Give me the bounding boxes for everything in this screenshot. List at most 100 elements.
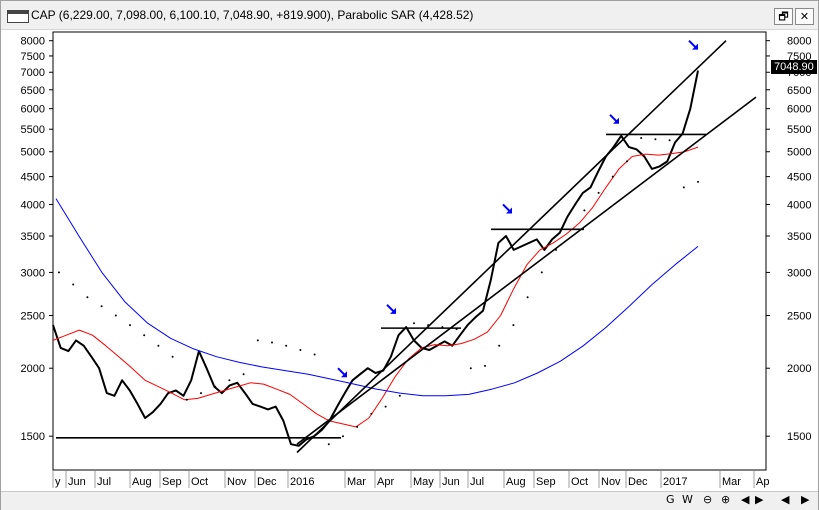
y-tick-label-left: 5500 (21, 124, 45, 136)
zoom-out-button[interactable]: ⊖ (703, 493, 713, 506)
x-tick-label: Dec (257, 476, 277, 488)
x-tick-label: Jul (470, 476, 484, 488)
x-tick-label: Nov (227, 476, 247, 488)
signal-arrow-icon (688, 39, 697, 49)
restore-button[interactable]: 🗗 (774, 8, 793, 25)
sar-point (299, 349, 302, 351)
sar-point (58, 271, 60, 274)
sar-point (214, 385, 217, 388)
sar-point (697, 180, 699, 183)
y-tick-label-left: 3000 (21, 267, 45, 279)
title-bar[interactable]: CAP (6,229.00, 7,098.00, 6,100.10, 7,048… (1, 1, 818, 30)
x-tick-label: Mar (347, 476, 366, 488)
sar-point (100, 305, 103, 308)
sar-point (484, 364, 486, 367)
current-price-label: 7048.90 (771, 60, 817, 74)
y-tick-label-right: 2500 (787, 311, 811, 323)
y-tick-label-left: 2000 (21, 363, 45, 375)
y-tick-label-right: 3000 (787, 267, 811, 279)
x-tick-label: Mar (722, 476, 741, 488)
signal-arrow-icon (502, 203, 511, 213)
signal-arrow-head-icon (341, 371, 347, 378)
sar-point (143, 334, 146, 337)
sar-point (356, 425, 359, 428)
x-tick-label: Sep (536, 476, 556, 488)
y-tick-label-left: 3500 (21, 231, 45, 243)
y-tick-label-right: 7500 (787, 51, 811, 63)
y-tick-label-left: 7000 (21, 67, 45, 79)
sar-point (271, 341, 273, 344)
x-tick-label: Ap (756, 476, 769, 488)
x-tick-label: Dec (628, 476, 648, 488)
x-tick-label: Aug (132, 476, 152, 488)
y-tick-label-right: 5000 (787, 147, 811, 159)
sar-point (185, 398, 188, 401)
sar-point (654, 138, 657, 141)
sar-point (228, 379, 231, 382)
signal-arrow-head-icon (390, 307, 396, 314)
sar-point (384, 405, 387, 408)
sar-point (526, 296, 529, 299)
signal-arrow-icon (609, 114, 618, 123)
scroll-right-button[interactable]: ▶ (755, 493, 764, 506)
x-tick-label: Oct (191, 476, 208, 488)
y-tick-label-left: 8000 (21, 36, 45, 48)
x-tick-label: Nov (601, 476, 621, 488)
y-tick-label-left: 4500 (21, 172, 45, 184)
sar-point (682, 186, 685, 189)
signal-arrow-head-icon (692, 43, 698, 50)
page-right-button[interactable]: ▶ (801, 493, 810, 506)
price-chart[interactable]: 1500 1500 2000 2000 2500 2500 3000 3000 3500 3500… (1, 30, 818, 491)
sar-point (171, 355, 174, 358)
signal-arrow-icon (337, 367, 346, 376)
sar-point (370, 412, 373, 415)
sar-point (583, 209, 586, 212)
x-tick-label: Sep (162, 476, 182, 488)
sar-point (72, 283, 75, 286)
page-left-button[interactable]: ◀ (781, 493, 790, 506)
y-tick-label-right: 4500 (787, 172, 811, 184)
y-tick-label-right: 4000 (787, 199, 811, 211)
x-tick-label: Apr (377, 476, 394, 488)
x-tick-label: Jun (442, 476, 460, 488)
sar-point (129, 324, 131, 327)
blue_ma-line (55, 198, 699, 397)
sar-point (242, 373, 245, 376)
signal-arrow-head-icon (613, 117, 619, 124)
sar-point (313, 353, 316, 356)
x-tick-label: Jul (97, 476, 111, 488)
sar-point (256, 339, 259, 342)
y-tick-label-left: 4000 (21, 199, 45, 211)
sar-point (668, 139, 671, 142)
price-line (52, 70, 699, 447)
zoom-in-button[interactable]: ⊕ (721, 493, 731, 506)
y-tick-label-right: 5500 (787, 124, 811, 136)
zoom-g-button[interactable]: G (666, 493, 675, 506)
close-button[interactable]: ✕ (795, 8, 814, 25)
sar-point (398, 394, 401, 397)
scroll-left-button[interactable]: ◀ (741, 493, 750, 506)
y-tick-label-left: 5000 (21, 147, 45, 159)
x-tick-label: 2017 (663, 476, 687, 488)
channel-line-2 (296, 96, 757, 445)
sar-point (157, 344, 160, 347)
sar-point (626, 160, 628, 163)
sar-point (469, 367, 472, 370)
x-tick-label: Jun (68, 476, 86, 488)
y-tick-label-left: 1500 (21, 431, 45, 443)
y-tick-label-left: 2500 (21, 311, 45, 323)
y-tick-label-right: 2000 (787, 363, 811, 375)
y-tick-label-left: 7500 (21, 51, 45, 63)
y-tick-label-right: 6500 (787, 85, 811, 97)
y-tick-label-right: 8000 (787, 36, 811, 48)
sar-point (512, 324, 515, 327)
sar-point (200, 392, 202, 395)
sar-point (540, 271, 543, 274)
y-tick-label-right: 1500 (787, 431, 811, 443)
sar-point (640, 137, 643, 139)
sar-point (285, 344, 288, 347)
x-tick-label: 2016 (290, 476, 314, 488)
y-tick-label-left: 6500 (21, 85, 45, 97)
zoom-w-button[interactable]: W (682, 493, 693, 506)
